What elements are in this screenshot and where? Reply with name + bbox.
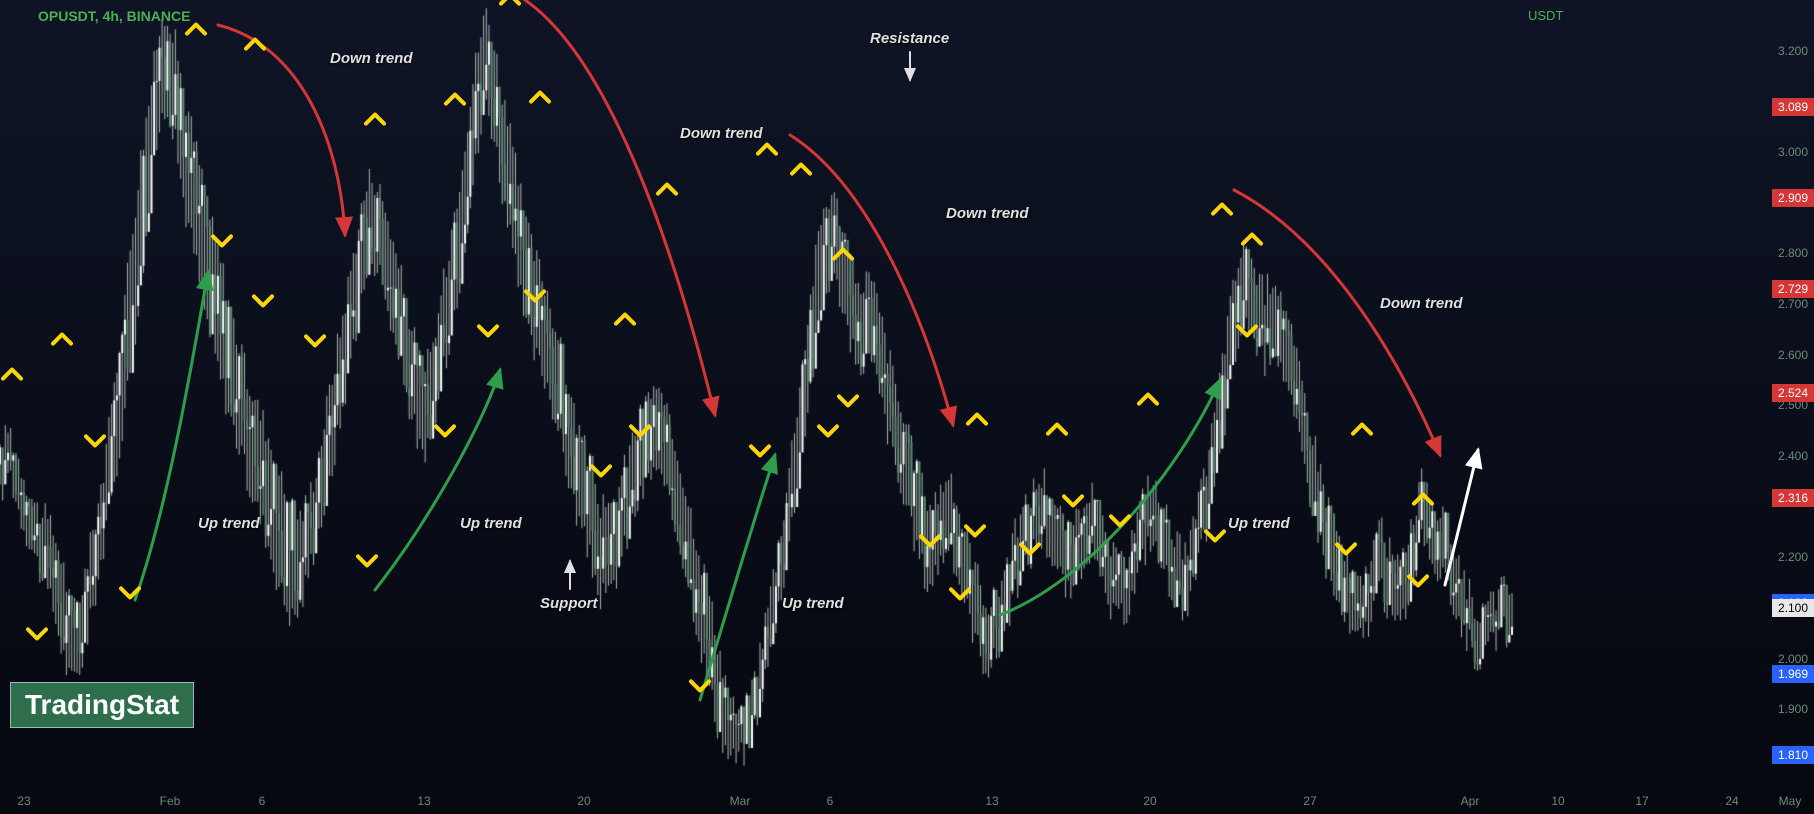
y-axis-unit: USDT: [1528, 8, 1563, 23]
price-badge-1.810: 1.810: [1772, 746, 1814, 764]
y-tick: 1.900: [1778, 702, 1808, 716]
price-badge-2.909: 2.909: [1772, 189, 1814, 207]
y-tick: 2.700: [1778, 297, 1808, 311]
x-tick: 20: [577, 794, 590, 808]
x-tick: Feb: [160, 794, 181, 808]
price-badge-2.729: 2.729: [1772, 280, 1814, 298]
x-tick: 17: [1635, 794, 1648, 808]
x-tick: Apr: [1461, 794, 1480, 808]
y-tick: 2.200: [1778, 550, 1808, 564]
candlestick-canvas: [0, 0, 1814, 814]
y-tick: 2.800: [1778, 246, 1808, 260]
price-badge-2.100: 2.100: [1772, 599, 1814, 617]
x-tick: 13: [985, 794, 998, 808]
trend-label: Up trend: [460, 515, 522, 532]
x-tick: Mar: [730, 794, 751, 808]
x-tick: 27: [1303, 794, 1316, 808]
y-tick: 2.000: [1778, 652, 1808, 666]
trend-label: Up trend: [198, 515, 260, 532]
watermark-badge: TradingStat: [10, 682, 194, 728]
ticker-label: OPUSDT, 4h, BINANCE: [38, 8, 190, 24]
x-tick: 13: [417, 794, 430, 808]
x-tick: May: [1779, 794, 1802, 808]
trend-label: Up trend: [1228, 515, 1290, 532]
y-tick: 3.200: [1778, 44, 1808, 58]
price-badge-1.969: 1.969: [1772, 665, 1814, 683]
price-badge-2.316: 2.316: [1772, 489, 1814, 507]
y-tick: 3.000: [1778, 145, 1808, 159]
y-tick: 2.600: [1778, 348, 1808, 362]
trend-label: Down trend: [1380, 295, 1463, 312]
trend-label: Up trend: [782, 595, 844, 612]
x-tick: 20: [1143, 794, 1156, 808]
x-tick: 24: [1725, 794, 1738, 808]
trend-label: Down trend: [946, 205, 1029, 222]
trend-label: Down trend: [680, 125, 763, 142]
trend-label: Resistance: [870, 30, 949, 47]
price-badge-2.524: 2.524: [1772, 384, 1814, 402]
price-badge-3.089: 3.089: [1772, 98, 1814, 116]
y-tick: 2.400: [1778, 449, 1808, 463]
x-tick: 6: [827, 794, 834, 808]
x-tick: 10: [1551, 794, 1564, 808]
x-tick: 6: [259, 794, 266, 808]
chart-root[interactable]: OPUSDT, 4h, BINANCE USDT TradingStat 3.0…: [0, 0, 1814, 814]
x-tick: 23: [17, 794, 30, 808]
trend-label: Support: [540, 595, 598, 612]
trend-label: Down trend: [330, 50, 413, 67]
